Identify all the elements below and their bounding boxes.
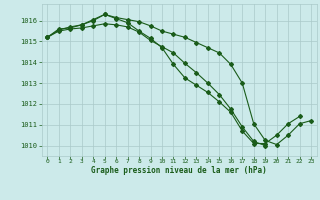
X-axis label: Graphe pression niveau de la mer (hPa): Graphe pression niveau de la mer (hPa) <box>91 166 267 175</box>
